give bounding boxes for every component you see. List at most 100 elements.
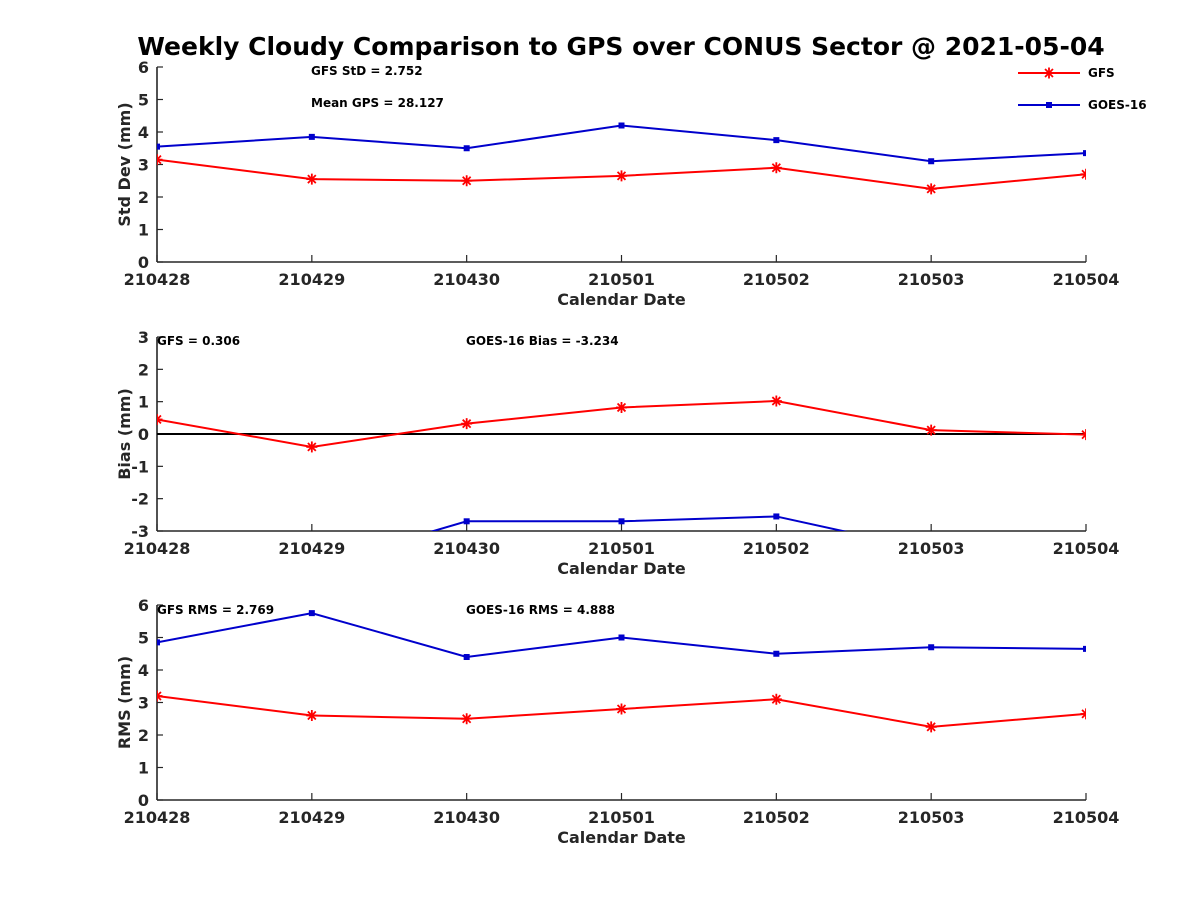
data-point-gfs-stroke xyxy=(1081,169,1086,176)
data-point-gfs-stroke xyxy=(462,714,472,724)
data-point-goes-16 xyxy=(928,644,935,651)
data-point-gfs xyxy=(925,721,937,733)
y-tick-label: 2 xyxy=(138,726,149,745)
data-point-gfs-stroke xyxy=(926,184,936,194)
chart-panel-3: 0 1 2 3 4 5 6 210428 210429 210430 210501 210502 210… xyxy=(115,596,1119,847)
x-tick-label: 210430 xyxy=(433,808,500,827)
y-tick-label: 3 xyxy=(138,328,149,347)
data-point-goes-16 xyxy=(463,654,470,660)
x-tick-label: 210503 xyxy=(898,539,965,558)
x-tick-label: 210430 xyxy=(433,270,500,289)
y-tick-label: 1 xyxy=(138,759,149,778)
data-point-goes-16 xyxy=(1083,645,1086,652)
x-tick-label: 210504 xyxy=(1053,808,1120,827)
data-point-gfs xyxy=(461,175,473,187)
data-point-gfs-stroke xyxy=(771,694,781,704)
figure-title: Weekly Cloudy Comparison to GPS over CON… xyxy=(137,32,1104,61)
data-point-gfs-stroke xyxy=(616,171,627,181)
x-tick-label: 210501 xyxy=(588,808,655,827)
data-point-gfs-stroke xyxy=(771,396,781,406)
data-point-gfs-stroke xyxy=(1081,433,1086,440)
x-tick-label: 210429 xyxy=(278,539,345,558)
data-point-gfs-stroke xyxy=(771,163,781,173)
chart-panel-1: 0 1 2 3 4 5 6 210428 210429 210430 210501 210502 210… xyxy=(115,58,1119,309)
data-point-gfs xyxy=(925,424,937,436)
y-tick-label: 0 xyxy=(138,425,149,444)
y-tick-label: 6 xyxy=(138,58,149,77)
data-point-goes-16 xyxy=(773,650,780,657)
x-tick-label: 210430 xyxy=(433,539,500,558)
y-tick-label: 2 xyxy=(138,188,149,207)
data-point-goes-16 xyxy=(773,137,780,144)
x-tick-label: 210429 xyxy=(278,808,345,827)
data-point-gfs xyxy=(157,690,163,702)
x-tick-label: 210502 xyxy=(743,539,810,558)
data-point-gfs-stroke xyxy=(157,158,162,165)
y-tick-label: 1 xyxy=(138,393,149,412)
y-tick-label: -1 xyxy=(131,457,149,476)
data-point-gfs xyxy=(770,693,782,705)
stat-annotation: GOES-16 RMS = 4.888 xyxy=(466,603,615,617)
stat-annotation: Mean GPS = 28.127 xyxy=(311,96,444,110)
y-tick-label: 3 xyxy=(138,156,149,175)
data-point-gfs-stroke xyxy=(1081,712,1086,719)
data-point-gfs-stroke xyxy=(157,694,162,701)
x-tick-label: 210502 xyxy=(743,270,810,289)
y-axis-label: Bias (mm) xyxy=(115,388,134,480)
y-tick-label: -2 xyxy=(131,490,149,509)
y-tick-label: 0 xyxy=(138,253,149,272)
data-point-gfs xyxy=(1080,429,1086,441)
plot-area xyxy=(157,122,1086,195)
data-point-gfs xyxy=(306,173,318,185)
data-point-goes-16 xyxy=(1083,150,1086,157)
data-point-gfs-stroke xyxy=(616,402,627,413)
data-point-gfs xyxy=(461,713,473,725)
data-point-gfs-stroke xyxy=(307,710,317,721)
stat-annotation: GFS StD = 2.752 xyxy=(311,64,423,78)
data-point-goes-16 xyxy=(618,122,625,129)
data-point-goes-16 xyxy=(308,610,315,617)
data-point-gfs xyxy=(1080,708,1086,720)
x-tick-label: 210428 xyxy=(124,808,191,827)
x-tick-label: 210429 xyxy=(278,270,345,289)
data-point-goes-16 xyxy=(618,518,625,525)
y-tick-label: 5 xyxy=(138,629,149,648)
legend-marker-goes-16 xyxy=(1046,102,1052,108)
y-tick-label: 5 xyxy=(138,91,149,110)
legend-entry-goes-16: GOES-16 xyxy=(1018,98,1147,112)
data-point-gfs xyxy=(157,154,163,166)
y-tick-label: -3 xyxy=(131,522,149,541)
legend-entry-gfs: GFS xyxy=(1018,66,1115,80)
data-point-gfs xyxy=(616,703,627,715)
data-point-gfs-stroke xyxy=(1081,430,1086,436)
data-point-gfs-stroke xyxy=(157,155,162,161)
legend-marker-gfs-stroke xyxy=(1044,68,1054,78)
x-tick-label: 210503 xyxy=(898,270,965,289)
data-point-gfs-stroke xyxy=(157,691,162,698)
chart-panel-2: -3 -2 -1 0 1 2 3 210428 210429 210430 210501 210502… xyxy=(115,328,1119,578)
stat-annotation: GFS = 0.306 xyxy=(157,334,240,348)
data-point-goes-16 xyxy=(308,133,315,140)
data-point-gfs-stroke xyxy=(157,418,162,425)
data-point-gfs xyxy=(1080,168,1086,180)
x-axis-label: Calendar Date xyxy=(557,828,686,847)
data-point-goes-16 xyxy=(928,158,935,165)
data-point-gfs xyxy=(616,401,627,413)
stat-annotation: GOES-16 Bias = -3.234 xyxy=(466,334,619,348)
data-point-goes-16 xyxy=(618,634,625,641)
x-tick-label: 210502 xyxy=(743,808,810,827)
plot-area xyxy=(157,395,1086,531)
plot-area xyxy=(157,610,1086,733)
data-point-gfs xyxy=(306,441,318,453)
data-point-goes-16 xyxy=(157,639,160,646)
y-tick-label: 4 xyxy=(138,661,149,680)
data-point-gfs xyxy=(770,395,782,407)
data-point-gfs-stroke xyxy=(307,442,317,452)
x-tick-label: 210504 xyxy=(1053,270,1120,289)
y-tick-label: 2 xyxy=(138,360,149,379)
x-tick-label: 210428 xyxy=(124,539,191,558)
